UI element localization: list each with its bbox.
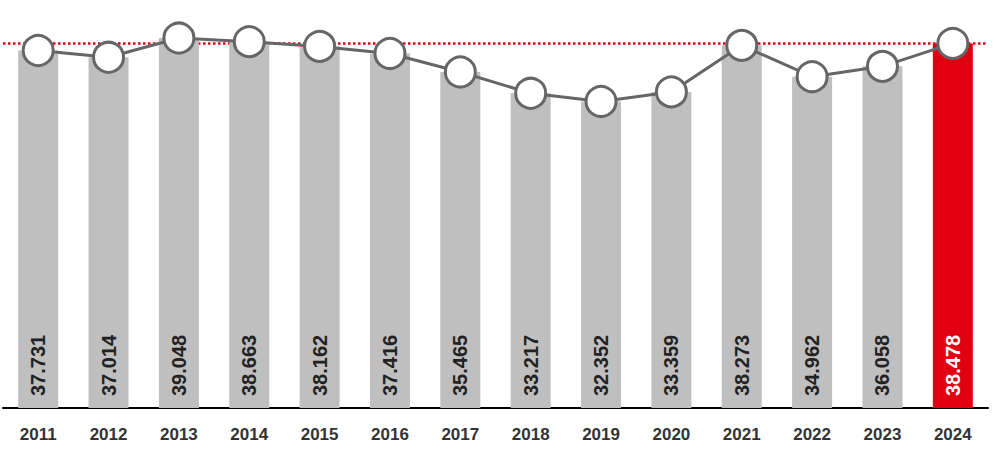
svg-text:2016: 2016 [371, 425, 409, 444]
svg-text:38.162: 38.162 [309, 335, 331, 396]
svg-text:2024: 2024 [934, 425, 972, 444]
svg-text:33.217: 33.217 [520, 335, 542, 396]
svg-text:35.465: 35.465 [449, 335, 471, 396]
svg-text:2021: 2021 [723, 425, 761, 444]
svg-text:32.352: 32.352 [590, 335, 612, 396]
svg-text:2022: 2022 [793, 425, 831, 444]
svg-text:2023: 2023 [864, 425, 902, 444]
svg-text:37.731: 37.731 [27, 335, 49, 396]
svg-text:33.359: 33.359 [660, 335, 682, 396]
svg-text:2015: 2015 [301, 425, 339, 444]
svg-text:38.478: 38.478 [942, 335, 964, 396]
svg-text:36.058: 36.058 [871, 335, 893, 396]
svg-text:2020: 2020 [652, 425, 690, 444]
svg-text:2017: 2017 [441, 425, 479, 444]
svg-text:39.048: 39.048 [168, 335, 190, 396]
svg-text:2012: 2012 [90, 425, 128, 444]
svg-text:38.273: 38.273 [731, 335, 753, 396]
svg-text:2013: 2013 [160, 425, 198, 444]
svg-text:2019: 2019 [582, 425, 620, 444]
svg-text:2011: 2011 [20, 425, 57, 444]
svg-text:38.663: 38.663 [238, 335, 260, 396]
svg-text:34.962: 34.962 [801, 335, 823, 396]
svg-text:37.416: 37.416 [379, 335, 401, 396]
svg-text:37.014: 37.014 [98, 334, 120, 396]
svg-text:2014: 2014 [230, 425, 268, 444]
svg-text:2018: 2018 [512, 425, 550, 444]
